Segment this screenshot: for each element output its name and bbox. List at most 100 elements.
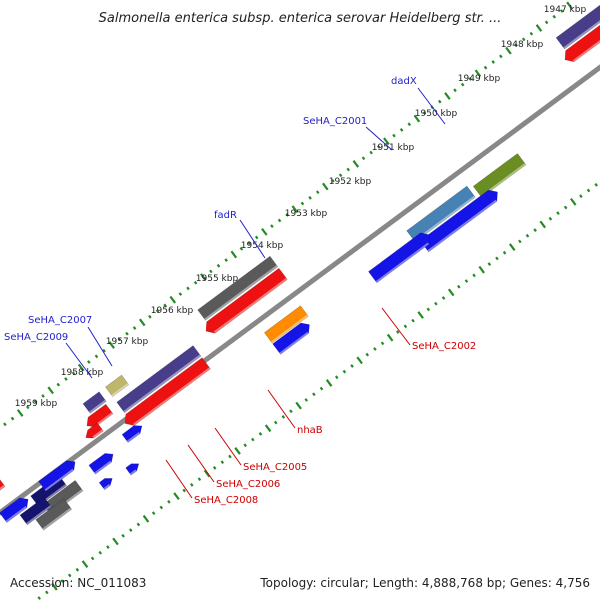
gene-gray-block[interactable]: [197, 255, 279, 321]
gene-cds-reverse-block-shine: [132, 367, 211, 426]
inner-tick-mark: [383, 137, 390, 146]
gene-cds-reverse-block[interactable]: [85, 422, 104, 439]
tick-mark: [173, 492, 180, 501]
gene-slate-block[interactable]: [116, 345, 202, 414]
inner-tick-mark: [254, 235, 259, 240]
gene-cds-reverse-block[interactable]: [564, 0, 600, 63]
tick-mark: [533, 228, 537, 232]
gene-cds-forward-block[interactable]: [98, 478, 113, 491]
tick-mark: [243, 443, 247, 448]
inner-tick-mark: [552, 14, 557, 19]
gene-olive-block[interactable]: [472, 153, 527, 198]
gene-cds-reverse-block[interactable]: [205, 267, 288, 334]
gene-cds-forward-block-shine: [5, 505, 27, 523]
inner-tick-mark: [239, 246, 244, 251]
inner-tick-mark: [285, 212, 289, 217]
gene-cds-forward-block[interactable]: [125, 463, 140, 476]
gene-label-seha-c2009[interactable]: SeHA_C2009: [4, 332, 68, 343]
leader-line: [187, 444, 215, 483]
inner-tick-mark: [521, 37, 526, 42]
tick-mark: [518, 239, 522, 244]
inner-tick-mark: [338, 173, 343, 178]
inner-tick-mark: [16, 409, 24, 417]
gene-navy-block[interactable]: [19, 496, 52, 526]
tick-mark: [312, 392, 316, 397]
tick-mark: [334, 375, 339, 380]
gene-label-nhab[interactable]: nhaB: [297, 425, 323, 436]
tick-mark: [182, 488, 186, 493]
gene-cds-forward-block[interactable]: [121, 425, 143, 443]
tick-mark: [342, 369, 347, 374]
inner-tick-mark: [308, 195, 312, 200]
gene-cds-forward-block-shine: [94, 460, 112, 475]
tick-mark: [508, 243, 516, 251]
gene-label-seha-c2002[interactable]: SeHA_C2002: [412, 341, 476, 352]
gene-cds-forward-block-shine: [427, 199, 497, 252]
gene-slate-block[interactable]: [82, 391, 107, 414]
inner-tick-mark: [535, 24, 543, 32]
leader-line: [365, 126, 393, 151]
tick-mark: [289, 409, 293, 414]
gene-label-seha-c2001[interactable]: SeHA_C2001: [303, 116, 367, 127]
accession-text: Accession: NC_011083: [10, 576, 146, 590]
inner-tick-mark: [514, 43, 518, 47]
inner-tick-mark: [544, 20, 549, 25]
tick-mark: [426, 307, 431, 312]
tick-label: 1954 kbp: [241, 241, 284, 251]
gene-label-dadx[interactable]: dadX: [391, 76, 417, 87]
topology-text: Topology: circular; Length: 4,888,768 bp…: [259, 576, 590, 590]
tick-mark: [98, 550, 103, 555]
gene-cds-forward-block-shine: [375, 242, 430, 283]
gene-label-seha-c2008[interactable]: SeHA_C2008: [194, 495, 258, 506]
tick-mark: [586, 188, 591, 193]
tick-mark: [525, 233, 530, 238]
inner-tick-mark: [444, 92, 451, 100]
inner-tick-mark: [566, 1, 573, 10]
tick-label: 1951 kbp: [372, 143, 415, 153]
gene-cds-forward-block[interactable]: [38, 460, 76, 492]
gene-label-seha-c2006[interactable]: SeHA_C2006: [216, 479, 280, 490]
gene-label-seha-c2007[interactable]: SeHA_C2007: [28, 315, 92, 326]
tick-label: 1948 kbp: [501, 40, 544, 50]
gene-label-fadr[interactable]: fadR: [214, 210, 237, 221]
inner-tick-mark: [10, 416, 15, 421]
gene-cds-forward-block[interactable]: [272, 322, 310, 355]
tick-mark: [212, 465, 217, 470]
inner-tick-mark: [163, 303, 167, 308]
gene-cds-forward-block-shine: [44, 468, 74, 492]
map-title: Salmonella enterica subsp. enterica sero…: [99, 11, 502, 26]
inner-tick-mark: [346, 167, 351, 172]
leader-line: [381, 307, 411, 346]
gene-cds-forward-block[interactable]: [368, 232, 431, 284]
gene-orange-block[interactable]: [263, 305, 309, 344]
inner-tick-mark: [468, 77, 473, 81]
gene-cds-reverse-block[interactable]: [0, 475, 6, 516]
gene-cds-forward-block[interactable]: [0, 497, 29, 523]
tick-label: 1949 kbp: [458, 74, 501, 84]
gene-cds-forward-block[interactable]: [88, 453, 114, 475]
gene-steelblue-block[interactable]: [406, 185, 476, 243]
tick-labels: 1947 kbp 1948 kbp 1949 kbp 1950 kbp 1951 kbp…: [15, 5, 587, 409]
inner-tick-mark: [300, 201, 305, 206]
tick-ring: [37, 182, 598, 600]
gene-gray-block[interactable]: [35, 498, 73, 531]
tick-mark: [434, 301, 438, 306]
tick-mark: [365, 352, 370, 357]
gene-khaki-block[interactable]: [105, 374, 130, 398]
leader-line: [239, 219, 266, 259]
tick-mark: [396, 330, 400, 334]
inner-tick-mark: [41, 394, 45, 398]
inner-tick-mark: [352, 160, 360, 168]
inner-tick-mark: [26, 405, 30, 410]
tick-mark: [373, 347, 377, 351]
gene-slate-block[interactable]: [555, 0, 600, 50]
gene-orange-block-shine: [270, 314, 309, 344]
tick-mark: [386, 333, 394, 342]
tick-mark: [258, 432, 263, 436]
tick-label: 1953 kbp: [285, 209, 328, 219]
tick-mark: [136, 522, 141, 527]
gene-cds-reverse-block[interactable]: [124, 357, 211, 426]
gene-label-seha-c2005[interactable]: SeHA_C2005: [243, 462, 307, 473]
tick-mark: [325, 379, 333, 387]
